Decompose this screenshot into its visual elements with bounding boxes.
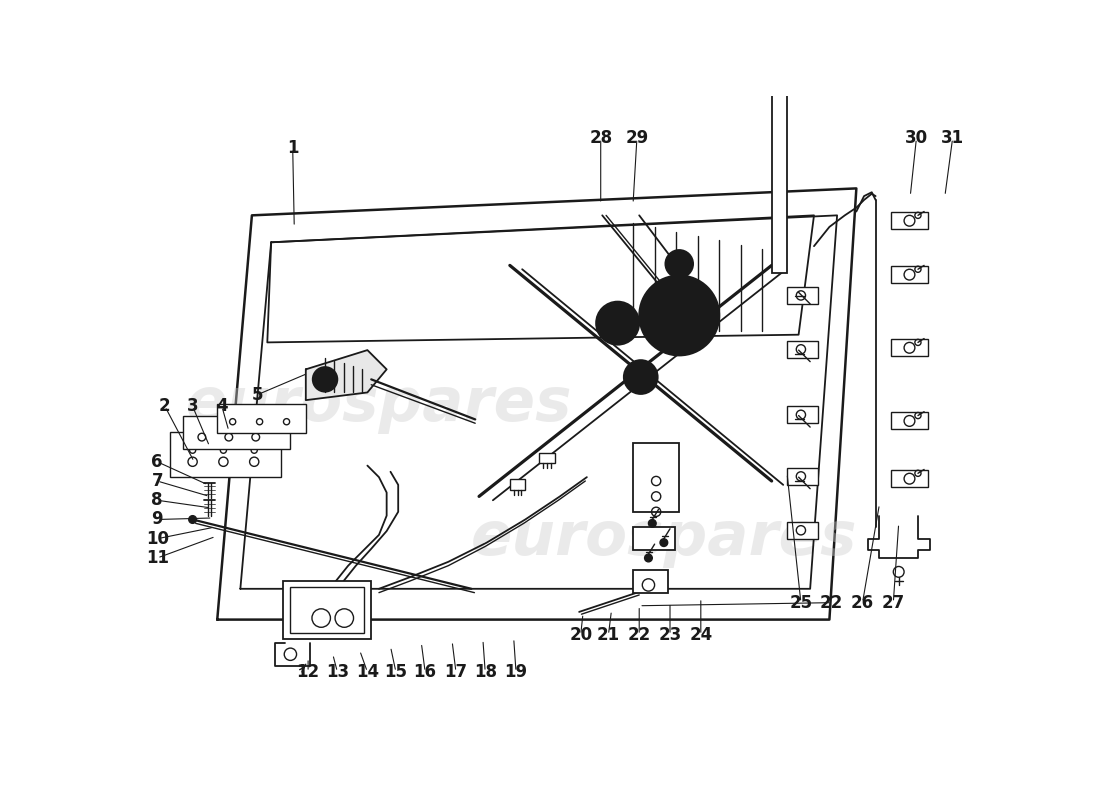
Text: 22: 22	[821, 594, 844, 612]
Circle shape	[596, 302, 639, 345]
Text: 4: 4	[216, 398, 228, 415]
Text: 12: 12	[297, 663, 320, 681]
Text: 17: 17	[444, 663, 468, 681]
Text: 24: 24	[690, 626, 713, 644]
Text: 19: 19	[505, 663, 528, 681]
Text: 23: 23	[659, 626, 682, 644]
Text: 11: 11	[145, 549, 168, 567]
Text: 20: 20	[569, 626, 592, 644]
Bar	[891, 413, 928, 430]
Text: 28: 28	[590, 130, 613, 147]
Circle shape	[608, 314, 627, 332]
Text: 22: 22	[628, 626, 651, 644]
Text: 15: 15	[384, 663, 407, 681]
Text: 9: 9	[152, 510, 163, 529]
Text: eurospares: eurospares	[471, 510, 857, 568]
Circle shape	[635, 371, 647, 383]
Polygon shape	[306, 350, 387, 400]
Text: 6: 6	[152, 453, 163, 470]
Bar	[891, 266, 928, 283]
Circle shape	[189, 516, 197, 523]
Bar	[788, 341, 818, 358]
Bar	[290, 587, 363, 634]
Text: 18: 18	[474, 663, 497, 681]
Circle shape	[320, 374, 330, 384]
Text: 14: 14	[355, 663, 380, 681]
Text: 10: 10	[145, 530, 168, 548]
Circle shape	[624, 360, 658, 394]
Text: 27: 27	[882, 594, 905, 612]
Bar	[634, 570, 668, 593]
Bar	[539, 453, 554, 463]
Bar	[788, 406, 818, 423]
Text: 25: 25	[790, 594, 813, 612]
Circle shape	[639, 275, 719, 355]
Polygon shape	[218, 188, 856, 619]
Circle shape	[614, 319, 622, 327]
Circle shape	[312, 367, 338, 392]
Bar	[788, 468, 818, 485]
Bar	[634, 527, 675, 550]
Circle shape	[671, 308, 686, 323]
Bar	[891, 470, 928, 487]
Text: 3: 3	[187, 398, 198, 415]
Text: 21: 21	[597, 626, 620, 644]
Text: 16: 16	[414, 663, 437, 681]
Bar	[788, 287, 818, 304]
Text: 5: 5	[252, 386, 263, 404]
Text: 31: 31	[940, 130, 965, 147]
Text: 1: 1	[287, 139, 298, 158]
Text: 29: 29	[625, 130, 649, 147]
Text: 26: 26	[851, 594, 874, 612]
Bar	[772, 0, 786, 273]
Bar	[788, 522, 818, 538]
Circle shape	[666, 250, 693, 278]
Circle shape	[674, 259, 684, 269]
Text: 13: 13	[326, 663, 349, 681]
Circle shape	[660, 538, 668, 546]
Bar	[283, 581, 372, 639]
Bar	[183, 416, 290, 449]
Text: 2: 2	[160, 398, 170, 415]
Text: 30: 30	[905, 130, 928, 147]
Circle shape	[645, 554, 652, 562]
Text: 8: 8	[152, 491, 163, 510]
Circle shape	[649, 519, 656, 527]
Bar	[218, 404, 306, 434]
Bar	[634, 442, 680, 512]
Bar	[891, 339, 928, 356]
Text: eurospares: eurospares	[186, 374, 572, 434]
Bar	[891, 212, 928, 230]
Bar	[169, 433, 282, 477]
Bar	[510, 479, 526, 490]
Text: 7: 7	[152, 472, 163, 490]
